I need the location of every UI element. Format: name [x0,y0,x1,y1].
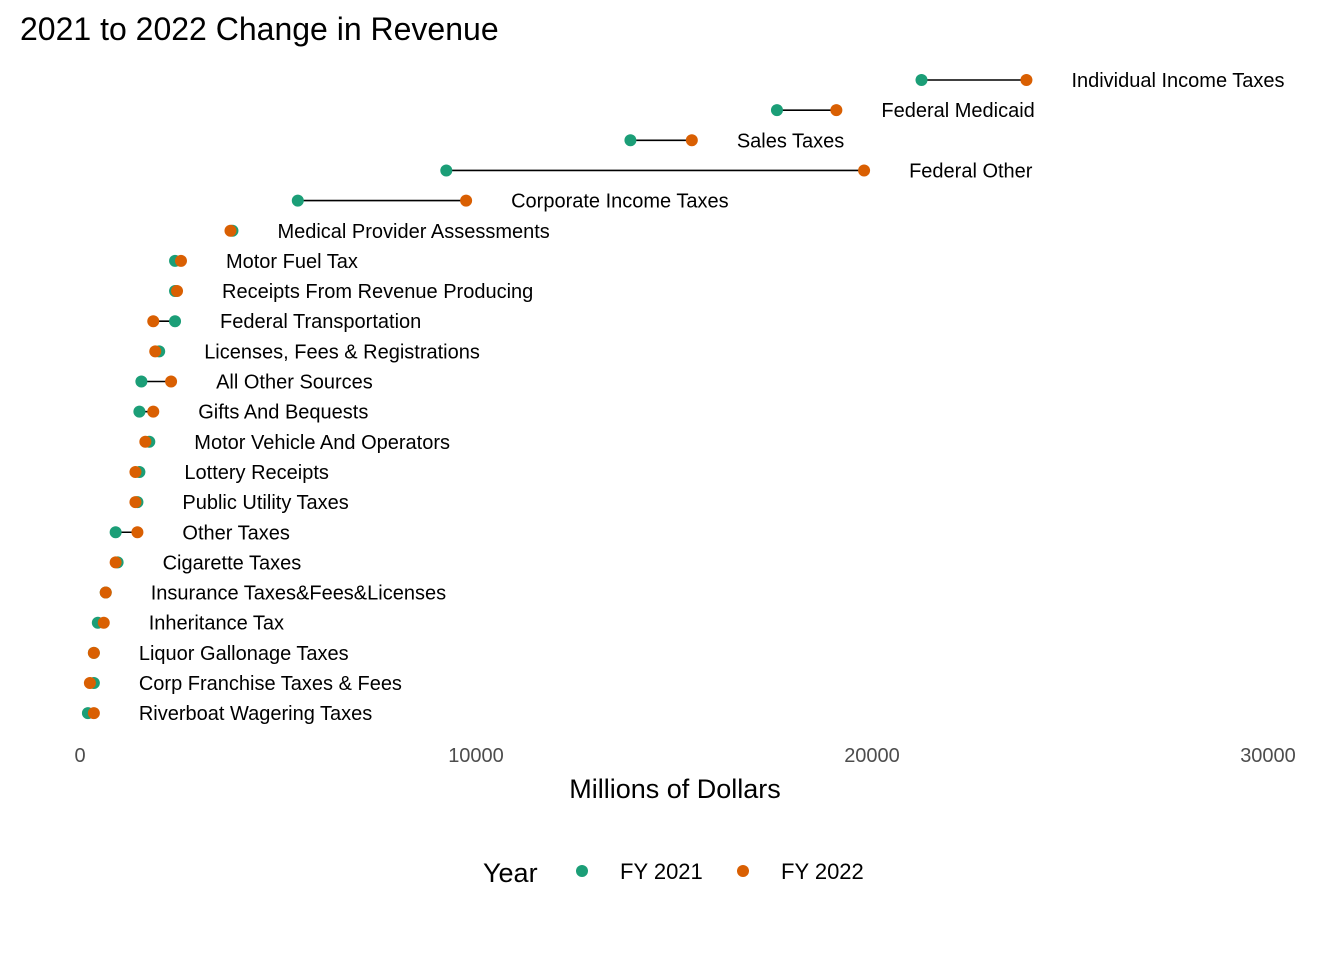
point-fy2021 [770,104,783,117]
category-label: Other Taxes [182,522,289,544]
category-label: Gifts And Bequests [198,402,368,424]
point-fy2022 [147,315,160,328]
category-label: Sales Taxes [737,130,844,152]
category-label: Motor Fuel Tax [226,251,358,273]
point-fy2021 [624,134,637,147]
row-13: Lottery Receipts [129,462,329,484]
point-fy2021 [109,526,122,539]
row-4: Corporate Income Taxes [291,191,729,213]
point-fy2022 [224,224,237,237]
category-label: Liquor Gallonage Taxes [139,643,349,665]
x-axis-title: Millions of Dollars [569,774,781,804]
row-11: Gifts And Bequests [133,402,368,424]
legend-label: FY 2022 [781,859,864,884]
x-tick-label: 30000 [1240,745,1296,767]
legend: Year FY 2021 FY 2022 [483,858,864,888]
point-fy2022 [165,375,178,388]
point-fy2022 [858,164,871,177]
row-7: Receipts From Revenue Producing [169,281,533,303]
row-16: Cigarette Taxes [109,552,302,574]
point-fy2021 [135,375,148,388]
row-15: Other Taxes [109,522,290,544]
row-14: Public Utility Taxes [129,492,349,514]
row-6: Motor Fuel Tax [169,251,358,273]
legend-title: Year [483,858,538,888]
row-12: Motor Vehicle And Operators [139,432,450,454]
row-1: Federal Medicaid [770,100,1035,122]
point-fy2022 [87,646,100,659]
category-label: Receipts From Revenue Producing [222,281,533,303]
row-21: Riverboat Wagering Taxes [81,703,372,725]
x-tick-label: 0 [74,745,85,767]
row-0: Individual Income Taxes [915,70,1285,92]
category-label: Lottery Receipts [184,462,329,484]
point-fy2022 [129,496,142,509]
point-fy2022 [171,285,184,298]
row-9: Licenses, Fees & Registrations [149,341,480,363]
legend-label: FY 2021 [620,859,703,884]
category-label: Public Utility Taxes [182,492,348,514]
row-19: Liquor Gallonage Taxes [87,643,349,665]
plot-area: Individual Income Taxes Federal Medicaid S… [81,70,1285,725]
category-label: Individual Income Taxes [1071,70,1284,92]
x-axis: 0 10000 20000 30000 [74,745,1295,767]
point-fy2021 [291,194,304,207]
category-label: Insurance Taxes&Fees&Licenses [151,583,446,605]
point-fy2022 [99,586,112,599]
point-fy2021 [169,315,182,328]
row-17: Insurance Taxes&Fees&Licenses [99,583,446,605]
row-3: Federal Other [440,160,1033,182]
point-fy2022 [685,134,698,147]
row-20: Corp Franchise Taxes & Fees [83,673,402,695]
point-fy2022 [109,556,122,569]
point-fy2022 [174,254,187,267]
category-label: Cigarette Taxes [163,552,302,574]
row-2: Sales Taxes [624,130,844,152]
x-tick-label: 20000 [844,745,900,767]
point-fy2022 [87,707,100,720]
category-label: Medical Provider Assessments [277,221,549,243]
category-label: Corp Franchise Taxes & Fees [139,673,402,695]
x-tick-label: 10000 [448,745,504,767]
category-label: Federal Other [909,160,1033,182]
point-fy2022 [129,465,142,478]
point-fy2021 [915,74,928,86]
point-fy2022 [147,405,160,418]
point-fy2022 [1020,74,1033,86]
category-label: Riverboat Wagering Taxes [139,703,372,725]
row-8: Federal Transportation [147,311,421,333]
category-label: Federal Medicaid [881,100,1034,122]
point-fy2022 [83,677,96,689]
legend-key-1 [737,865,749,877]
row-5: Medical Provider Assessments [224,221,550,243]
point-fy2022 [460,194,473,207]
category-label: All Other Sources [216,372,373,394]
category-label: Federal Transportation [220,311,421,333]
point-fy2022 [139,435,152,448]
point-fy2021 [440,164,453,177]
chart-title: 2021 to 2022 Change in Revenue [20,11,499,47]
point-fy2022 [830,104,843,117]
row-18: Inheritance Tax [91,613,284,635]
point-fy2022 [149,345,162,358]
row-10: All Other Sources [135,372,373,394]
point-fy2022 [131,526,144,539]
legend-key-0 [576,865,588,877]
category-label: Corporate Income Taxes [511,191,729,213]
point-fy2022 [97,616,110,629]
category-label: Licenses, Fees & Registrations [204,341,480,363]
category-label: Inheritance Tax [149,613,284,635]
point-fy2021 [133,405,146,418]
category-label: Motor Vehicle And Operators [194,432,450,454]
